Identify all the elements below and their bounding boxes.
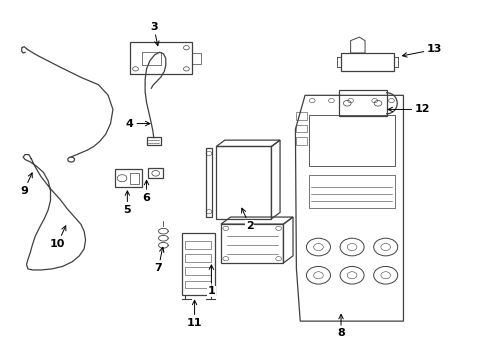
Text: 9: 9 <box>20 173 32 195</box>
Text: 10: 10 <box>50 226 66 248</box>
Text: 1: 1 <box>207 265 215 296</box>
Text: 5: 5 <box>123 191 131 215</box>
Text: 7: 7 <box>155 247 164 273</box>
Text: 2: 2 <box>242 208 254 231</box>
Text: 8: 8 <box>337 314 345 338</box>
Text: 12: 12 <box>388 104 430 114</box>
Text: 3: 3 <box>150 22 159 46</box>
Text: 13: 13 <box>402 45 442 57</box>
Text: 11: 11 <box>187 300 202 328</box>
Text: 4: 4 <box>126 118 150 129</box>
Text: 6: 6 <box>143 180 150 203</box>
